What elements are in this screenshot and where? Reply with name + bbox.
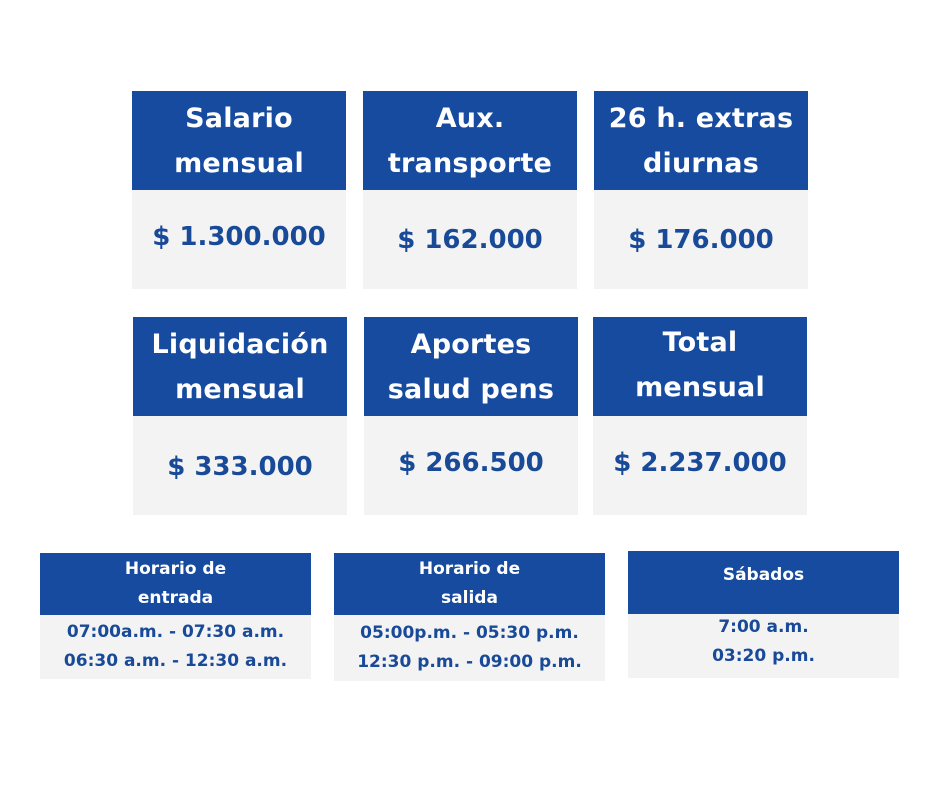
card-total-mensual: Total mensual $ 2.237.000 [593, 317, 807, 515]
card-body: $ 1.300.000 [132, 190, 346, 289]
card-value: $ 266.500 [398, 447, 544, 478]
card-value: $ 162.000 [397, 224, 543, 255]
card-value: $ 176.000 [628, 224, 774, 255]
schedule-header: Horario de salida [334, 553, 605, 615]
card-body: $ 176.000 [594, 190, 808, 289]
schedule-horario-salida: Horario de salida 05:00p.m. - 05:30 p.m.… [334, 553, 605, 681]
card-value: $ 333.000 [167, 451, 313, 482]
card-header: Aux. transporte [363, 91, 577, 190]
schedule-title: Horario de salida [418, 559, 521, 608]
card-header: Total mensual [593, 317, 807, 416]
card-aux-transporte: Aux. transporte $ 162.000 [363, 91, 577, 289]
schedule-times: 07:00a.m. - 07:30 a.m. 06:30 a.m. - 12:3… [63, 622, 288, 671]
card-header: Liquidación mensual [133, 317, 347, 416]
schedule-title: Horario de entrada [124, 559, 227, 608]
card-header: 26 h. extras diurnas [594, 91, 808, 190]
card-body: $ 162.000 [363, 190, 577, 289]
schedule-sabados: Sábados 7:00 a.m. 03:20 p.m. [628, 551, 899, 678]
schedule-title: Sábados [722, 565, 805, 585]
schedule-header: Sábados [628, 551, 899, 614]
card-body: $ 2.237.000 [593, 416, 807, 515]
card-value: $ 2.237.000 [613, 447, 787, 478]
schedule-horario-entrada: Horario de entrada 07:00a.m. - 07:30 a.m… [40, 553, 311, 679]
card-body: $ 266.500 [364, 416, 578, 515]
schedule-times: 7:00 a.m. 03:20 p.m. [712, 617, 815, 666]
card-salario-mensual: Salario mensual $ 1.300.000 [132, 91, 346, 289]
card-liquidacion-mensual: Liquidación mensual $ 333.000 [133, 317, 347, 515]
card-title: Aportes salud pens [387, 328, 555, 405]
schedule-body: 05:00p.m. - 05:30 p.m. 12:30 p.m. - 09:0… [334, 615, 605, 681]
schedule-body: 7:00 a.m. 03:20 p.m. [628, 614, 899, 678]
card-title: Aux. transporte [387, 102, 553, 179]
card-header: Salario mensual [132, 91, 346, 190]
card-title: Total mensual [635, 326, 765, 403]
card-title: Liquidación mensual [151, 328, 329, 405]
card-header: Aportes salud pens [364, 317, 578, 416]
card-aportes-salud-pens: Aportes salud pens $ 266.500 [364, 317, 578, 515]
card-horas-extras: 26 h. extras diurnas $ 176.000 [594, 91, 808, 289]
schedule-header: Horario de entrada [40, 553, 311, 615]
schedule-body: 07:00a.m. - 07:30 a.m. 06:30 a.m. - 12:3… [40, 615, 311, 679]
card-title: Salario mensual [174, 102, 304, 179]
schedule-times: 05:00p.m. - 05:30 p.m. 12:30 p.m. - 09:0… [357, 623, 582, 672]
card-value: $ 1.300.000 [152, 221, 326, 252]
card-body: $ 333.000 [133, 416, 347, 515]
card-title: 26 h. extras diurnas [608, 102, 794, 179]
